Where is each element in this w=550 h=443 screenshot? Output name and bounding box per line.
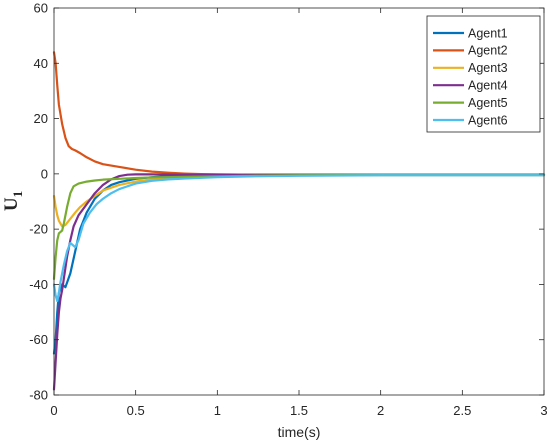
y-tick-label: 0 — [41, 166, 48, 181]
tick-labels: 0 0.5 1 1.5 2 2.5 3 -80 -60 -40 -20 0 20 40 60 — [29, 1, 547, 419]
y-tick-label: -80 — [29, 388, 48, 403]
series-layer — [52, 51, 546, 391]
y-tick-label: 40 — [34, 56, 48, 71]
legend-item-3: Agent3 — [433, 61, 508, 75]
legend-box — [426, 15, 541, 133]
y-tick-label: 20 — [34, 111, 48, 126]
x-tick-label: 0.5 — [127, 403, 145, 418]
legend-item-4: Agent4 — [433, 79, 508, 93]
y-tick-label: -60 — [29, 332, 48, 347]
ticks-layer — [53, 7, 545, 396]
legend-item-1: Agent1 — [433, 26, 508, 40]
y-tick-label: 60 — [34, 1, 48, 16]
legend-item-2: Agent2 — [433, 44, 508, 58]
series-line-6 — [52, 174, 546, 303]
y-axis-label-subscript: 1 — [10, 191, 25, 198]
legend-item-6: Agent6 — [433, 113, 508, 127]
x-tick-label: 1 — [214, 403, 221, 418]
legend-label: Agent1 — [468, 26, 508, 40]
legend-label: Agent4 — [468, 79, 508, 93]
legend-label: Agent2 — [468, 44, 508, 58]
y-axis-label-main: U — [1, 197, 22, 211]
legend-items: Agent1 Agent2 Agent3 Agent4 Agent5 Agent6 — [433, 26, 508, 127]
x-tick-label: 1.5 — [290, 403, 308, 418]
x-tick-label: 2 — [377, 403, 384, 418]
y-tick-label: -20 — [29, 222, 48, 237]
x-tick-label: 0 — [50, 403, 57, 418]
x-tick-label: 2.5 — [453, 403, 471, 418]
y-tick-label: -40 — [29, 277, 48, 292]
series-line-4 — [52, 173, 546, 391]
legend: Agent1 Agent2 Agent3 Agent4 Agent5 Agent6 — [426, 15, 541, 133]
x-axis-label: time(s) — [278, 424, 321, 440]
y-axis-label: U1 — [1, 191, 25, 211]
legend-label: Agent5 — [468, 96, 508, 110]
x-tick-label: 3 — [540, 403, 547, 418]
legend-label: Agent6 — [468, 113, 508, 127]
legend-item-5: Agent5 — [433, 96, 508, 110]
legend-label: Agent3 — [468, 61, 508, 75]
